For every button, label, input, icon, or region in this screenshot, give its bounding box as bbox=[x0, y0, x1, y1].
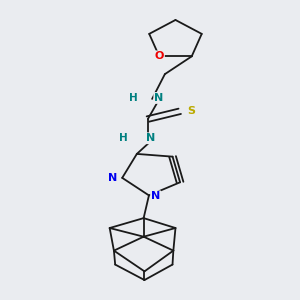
Text: S: S bbox=[188, 106, 195, 116]
Text: N: N bbox=[146, 133, 155, 143]
Text: H: H bbox=[119, 133, 128, 143]
Text: N: N bbox=[108, 173, 117, 183]
Text: N: N bbox=[151, 191, 160, 201]
Text: O: O bbox=[154, 51, 164, 62]
Text: N: N bbox=[154, 93, 164, 103]
Text: H: H bbox=[128, 93, 137, 103]
